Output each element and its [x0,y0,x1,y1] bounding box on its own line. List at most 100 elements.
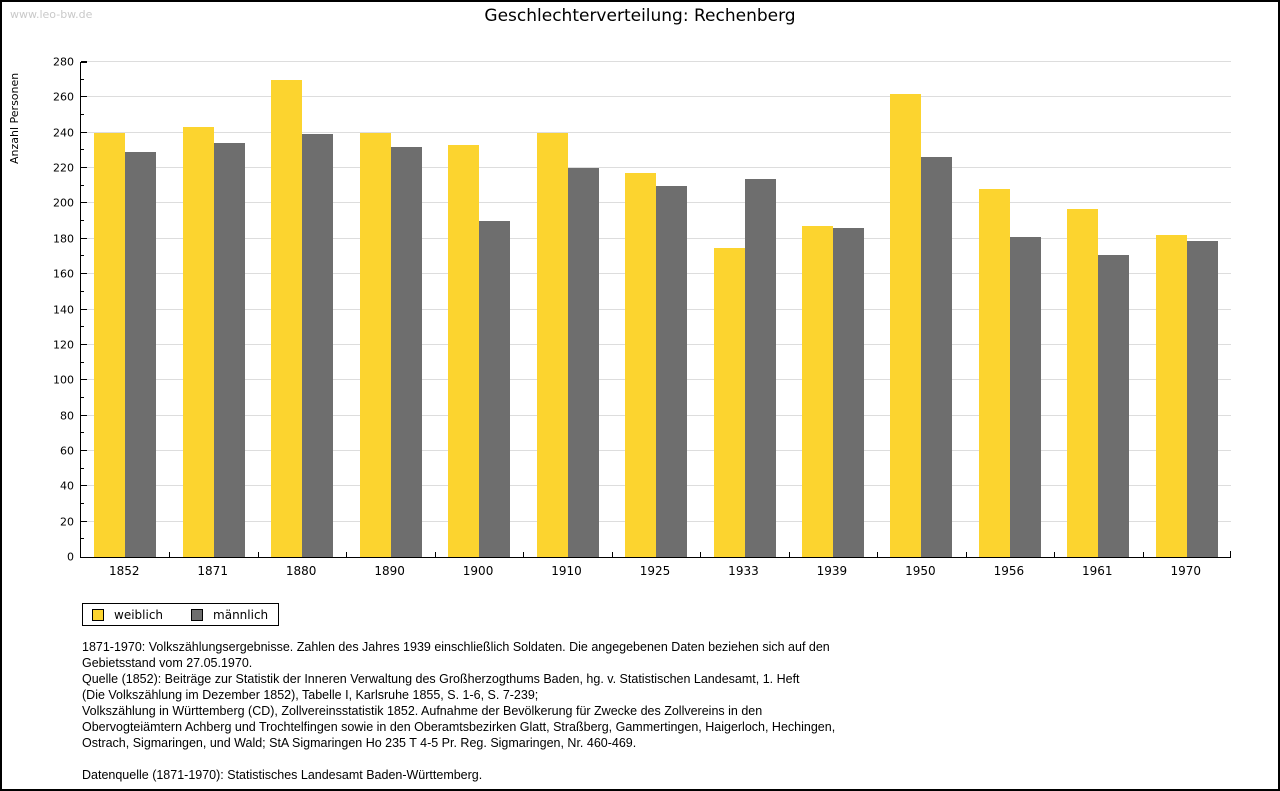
y-tick-230 [81,149,84,151]
y-axis-label-60: 60 [60,444,74,458]
bar-weiblich-1900 [448,145,480,557]
bar-group-1925 [612,62,700,557]
x-tick-12 [1142,552,1144,557]
bar-group-1880 [258,62,346,557]
bar-männlich-1933 [744,178,776,557]
footer-line-3: (Die Volkszählung im Dezember 1852), Tab… [82,688,539,702]
bar-group-1961 [1054,62,1142,557]
bar-weiblich-1890 [359,132,391,557]
bar-weiblich-1956 [978,189,1010,557]
bar-weiblich-1939 [801,226,833,557]
y-tick-190 [81,220,84,222]
y-tick-270 [81,78,84,80]
y-axis-label-100: 100 [53,373,74,387]
x-axis-label-1900: 1900 [462,564,494,578]
y-tick-60 [81,449,87,451]
bar-group-1890 [346,62,434,557]
x-tick-7 [700,552,702,557]
y-axis-label-20: 20 [60,515,74,529]
x-axis-label-1970: 1970 [1170,564,1202,578]
y-tick-170 [81,255,84,257]
y-tick-80 [81,414,87,416]
bar-männlich-1852 [125,152,157,557]
y-tick-120 [81,343,87,345]
y-tick-10 [81,538,84,540]
y-tick-30 [81,502,84,504]
x-axis-right-cap [1230,551,1231,557]
y-axis-label-140: 140 [53,303,74,316]
bar-männlich-1890 [390,146,422,557]
bar-weiblich-1970 [1155,235,1187,557]
bar-männlich-1925 [656,185,688,557]
gridline-280 [81,61,1231,62]
bar-männlich-1939 [832,228,864,557]
watermark: www.leo-bw.de [10,8,93,21]
x-axis-label-1961: 1961 [1082,564,1113,578]
y-tick-70 [81,432,84,434]
bar-männlich-1871 [213,143,245,557]
x-axis-label-1890: 1890 [374,564,405,578]
y-axis-label-280: 280 [53,55,74,69]
y-axis-label-260: 260 [53,90,74,104]
y-tick-260 [81,96,87,98]
bar-group-1852 [81,62,169,557]
footer-line-5: Obervogteiämtern Achberg und Trochtelfin… [82,720,836,734]
chart-title: Geschlechterverteilung: Rechenberg [484,6,796,26]
x-tick-8 [788,552,790,557]
bar-weiblich-1950 [890,93,922,557]
x-tick-10 [965,552,967,557]
x-tick-11 [1054,552,1056,557]
bar-group-1939 [789,62,877,557]
gridline-240 [81,131,1231,133]
bar-group-1950 [877,62,965,557]
y-tick-280 [81,61,87,62]
footer-line-8: Datenquelle (1871-1970): Statistisches L… [82,768,483,782]
bar-group-1900 [435,62,523,557]
x-tick-6 [611,552,613,557]
y-axis-label-40: 40 [60,479,74,493]
y-tick-140 [81,308,87,310]
x-axis-label-1925: 1925 [639,564,671,578]
bar-männlich-1910 [567,168,599,557]
footer-notes: 1871-1970: Volkszählungsergebnisse. Zahl… [82,639,1202,783]
y-tick-210 [81,184,84,186]
bar-weiblich-1933 [713,247,745,557]
legend-swatch-icon [92,608,104,621]
plot-area [80,61,1231,558]
y-tick-110 [81,361,84,363]
footer-line-6: Ostrach, Sigmaringen, und Wald; StA Sigm… [82,736,637,750]
y-tick-200 [81,202,87,204]
footer-line-4: Volkszählung in Württemberg (CD), Zollve… [82,704,763,718]
footer-spacer [82,751,1202,767]
gridline-260 [81,96,1231,98]
legend-label: weiblich [114,607,164,622]
y-tick-20 [81,520,87,522]
bar-groups [81,62,1231,557]
x-tick-1 [169,552,171,557]
bar-weiblich-1910 [536,132,568,557]
y-axis-label-220: 220 [53,161,74,175]
bar-männlich-1970 [1186,240,1218,557]
bar-weiblich-1852 [94,132,126,557]
legend: weiblich männlich [82,603,280,626]
y-tick-50 [81,467,84,469]
y-axis-label-180: 180 [53,232,74,246]
bar-group-1933 [700,62,788,557]
x-tick-4 [434,552,436,557]
bar-männlich-1961 [1098,254,1130,557]
footer-line-1: Gebietsstand vom 27.05.1970. [82,656,253,670]
x-axis-label-1871: 1871 [197,564,228,578]
y-axis-label-240: 240 [53,126,74,140]
legend-label: männlich [213,607,269,622]
bar-weiblich-1925 [625,173,657,557]
legend-swatch-icon [191,608,204,621]
y-tick-90 [81,396,84,398]
y-tick-100 [81,379,87,381]
x-axis-label-1939: 1939 [816,564,848,578]
x-axis-label-1910: 1910 [551,564,582,578]
y-axis-label-80: 80 [60,409,74,423]
legend-item-männlich: männlich [191,608,268,622]
bar-group-1871 [169,62,257,557]
y-tick-150 [81,290,84,292]
